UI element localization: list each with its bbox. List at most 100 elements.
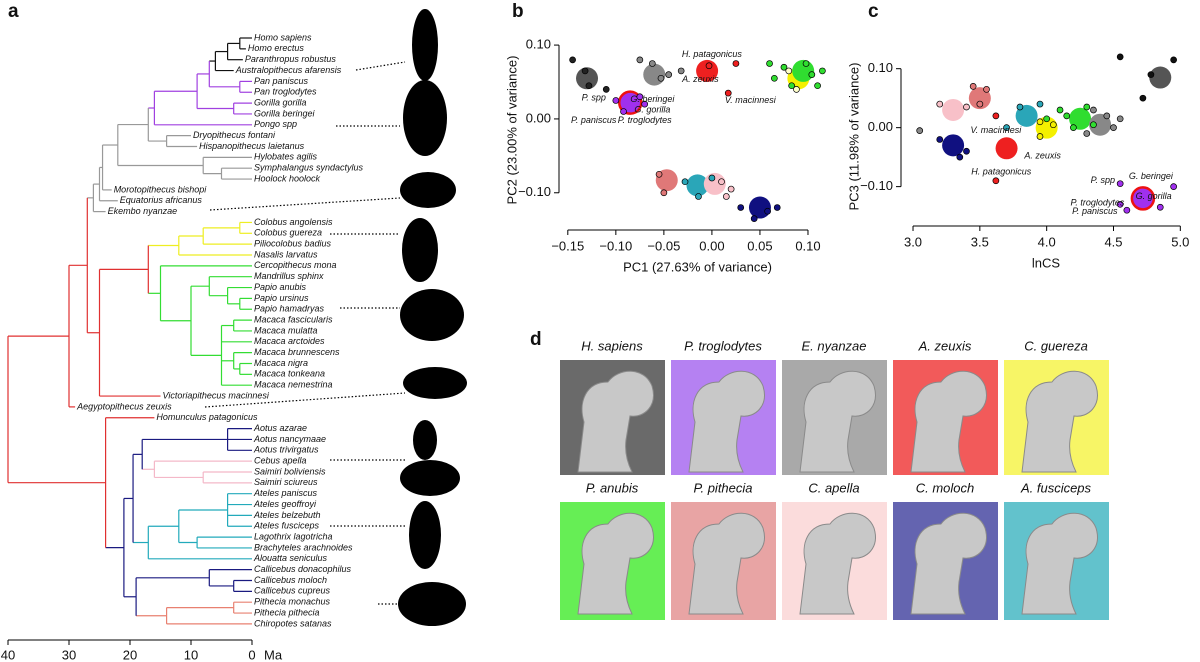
annotation: P. troglodytes <box>618 115 672 125</box>
x-tick-label: 3.5 <box>971 234 989 249</box>
annotation: G. beringei <box>1129 171 1174 181</box>
specimen <box>750 215 758 222</box>
taxon-label: Papio hamadryas <box>254 304 325 314</box>
annotation: G. gorilla <box>1136 191 1172 201</box>
specimen <box>992 177 1000 185</box>
specimen <box>1016 103 1024 111</box>
silhouette <box>413 420 437 460</box>
taxon-label: Aotus trivirgatus <box>253 445 319 455</box>
taxon-label: Macaca arctoides <box>254 336 325 346</box>
specimen <box>581 67 589 75</box>
group-mean <box>643 63 666 86</box>
taxon-label: Nasalis larvatus <box>254 249 318 259</box>
silhouette <box>409 501 441 569</box>
taxon-label: Morotopithecus bishopi <box>114 184 208 194</box>
group-mean <box>942 134 965 157</box>
specimen <box>780 63 788 71</box>
taxon-label: Hispanopithecus laietanus <box>199 141 305 151</box>
specimen <box>793 86 800 93</box>
specimen <box>1147 71 1155 78</box>
group-mean <box>686 174 709 197</box>
leader <box>209 197 401 211</box>
specimen <box>727 185 735 193</box>
specimen <box>936 136 944 143</box>
y-tick-label: −0.10 <box>860 178 893 193</box>
group-mean <box>1015 104 1038 127</box>
silhouettes <box>204 9 467 626</box>
specimen <box>1056 106 1064 114</box>
panel-label: d <box>530 329 542 350</box>
femur-gallery: H. sapiens P. troglodytes E. nyanzae A. zeu… <box>560 338 1109 620</box>
taxon-label: Aegyptopithecus zeuxis <box>76 401 172 411</box>
annotation: P. spp <box>1091 175 1115 185</box>
group-mean <box>1089 113 1112 136</box>
taxon-label: Brachyteles arachnoides <box>254 542 353 552</box>
specimen <box>681 178 689 186</box>
taxon-label: Saimiri sciureus <box>254 477 318 487</box>
y-axis-label: PC3 (11.98% of variance) <box>846 63 861 211</box>
specimen <box>916 127 924 134</box>
annotation: P. paniscus <box>1072 206 1118 216</box>
specimen <box>636 93 644 101</box>
specimen <box>677 67 685 75</box>
specimen <box>724 89 732 97</box>
annotation: V. macinnesi <box>725 95 777 105</box>
x-tick-label: 0.00 <box>699 238 724 253</box>
specimen <box>963 103 970 111</box>
specimen-label: C. apella <box>808 480 859 495</box>
femur-render <box>1021 370 1098 473</box>
y-tick-label: 0.00 <box>868 119 893 134</box>
specimen <box>788 82 796 90</box>
taxon-label: Hoolock hoolock <box>254 173 321 183</box>
x-tick-label: 40 <box>1 647 15 662</box>
specimen <box>612 97 620 104</box>
silhouette <box>412 9 438 81</box>
annotation: A. zeuxis <box>681 74 719 84</box>
specimen-label: A. fusciceps <box>1020 480 1092 495</box>
taxon-label: Ateles fusciceps <box>253 521 320 531</box>
specimen <box>732 60 740 67</box>
specimen <box>936 100 944 108</box>
taxon-label: Victoriapithecus macinnesi <box>163 390 270 400</box>
specimen <box>1003 124 1010 132</box>
taxon-label: Homo sapiens <box>254 32 312 42</box>
specimen <box>976 100 984 108</box>
panel-label: a <box>8 1 19 22</box>
taxon-label: Chiropotes satanas <box>254 618 332 628</box>
x-tick-label: 30 <box>62 647 76 662</box>
taxon-label: Cebus apella <box>254 456 307 466</box>
silhouette <box>400 172 456 208</box>
specimen-label: E. nyanzae <box>801 338 866 353</box>
specimen-label: P. troglodytes <box>684 338 762 353</box>
group-mean <box>942 98 965 121</box>
taxon-label: Macaca nemestrina <box>254 380 333 390</box>
femur-render <box>688 370 765 473</box>
specimen <box>1116 53 1124 61</box>
annotation: G. gorilla <box>634 104 670 114</box>
femur-render <box>577 512 654 615</box>
taxon-label: Homunculus patagonicus <box>156 412 258 422</box>
specimen <box>969 83 977 90</box>
specimen <box>648 60 656 67</box>
x-tick-label: 3.0 <box>904 234 922 249</box>
x-tick-label: 0.05 <box>747 238 772 253</box>
x-tick-label: 20 <box>123 647 137 662</box>
taxon-label: Alouatta seniculus <box>253 553 328 563</box>
specimen <box>814 82 821 90</box>
panel-label: c <box>868 1 879 22</box>
specimen-label: P. anubis <box>586 480 639 495</box>
specimen <box>1103 112 1111 120</box>
taxon-label: Paranthropus robustus <box>245 54 337 64</box>
specimen <box>1123 206 1131 214</box>
femur-render <box>1021 512 1098 615</box>
annotation: P. troglodytes <box>1071 198 1125 208</box>
specimen <box>636 56 644 64</box>
femur-render <box>910 512 987 615</box>
specimen <box>722 193 730 200</box>
y-tick-label: 0.10 <box>868 60 893 75</box>
taxon-label: Gorilla gorilla <box>254 97 307 107</box>
specimen <box>1139 94 1147 102</box>
silhouette <box>402 218 438 282</box>
y-tick-label: 0.00 <box>526 110 551 125</box>
